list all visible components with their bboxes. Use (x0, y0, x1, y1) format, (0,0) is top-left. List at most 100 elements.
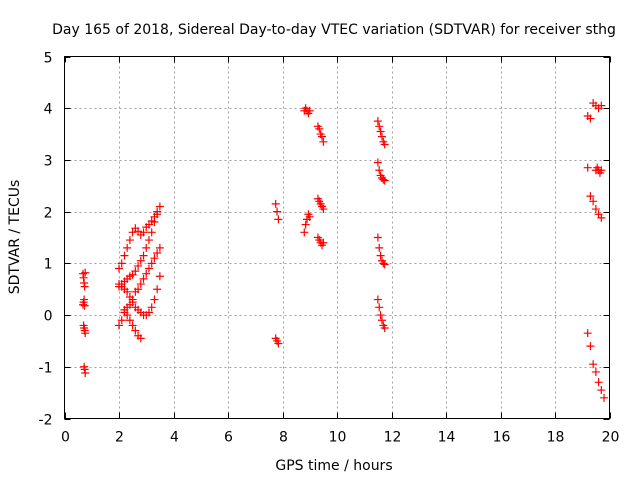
data-point (134, 285, 143, 294)
data-point (380, 260, 389, 269)
x-axis-label: GPS time / hours (275, 458, 392, 474)
data-point (274, 339, 283, 348)
data-point (589, 360, 598, 369)
series-arc-8.9b (300, 210, 314, 237)
series-arc-8.9a (300, 104, 314, 118)
data-point (80, 301, 89, 310)
data-point (150, 217, 159, 226)
data-point (591, 205, 600, 214)
data-point (131, 267, 140, 276)
y-tick-label: 0 (44, 309, 53, 325)
data-point (271, 199, 280, 208)
data-point (136, 256, 145, 265)
x-tick-label: 0 (61, 430, 70, 446)
data-point (305, 106, 314, 115)
data-point (139, 228, 148, 237)
data-point (380, 140, 389, 149)
data-point (274, 215, 283, 224)
data-point (81, 368, 90, 377)
x-tick-label: 12 (384, 430, 402, 446)
data-point (155, 272, 164, 281)
data-point (144, 308, 153, 317)
series-arc-0.7c (79, 321, 90, 338)
x-tick-label: 4 (170, 430, 179, 446)
data-point (586, 114, 595, 123)
series-arc-19.3d (583, 329, 609, 402)
data-point (380, 176, 389, 185)
data-point (131, 326, 140, 335)
data-point (115, 321, 123, 330)
data-point (125, 292, 134, 301)
series-arc-9.4c (313, 233, 328, 250)
data-points-layer (79, 99, 609, 402)
series-arc-2e (120, 305, 145, 343)
data-point (376, 251, 385, 260)
data-point (80, 282, 89, 291)
data-point (373, 295, 382, 304)
data-point (376, 311, 385, 320)
x-tick-label: 2 (115, 430, 124, 446)
x-tick-label: 18 (547, 430, 565, 446)
data-point (134, 261, 143, 270)
data-point (123, 311, 132, 320)
data-point (128, 298, 137, 307)
series-arc-0.7b (79, 295, 89, 310)
data-point (123, 243, 132, 252)
data-point (81, 268, 90, 277)
data-point (273, 207, 282, 216)
data-point (125, 236, 134, 245)
data-point (589, 197, 598, 206)
data-point (147, 303, 156, 312)
series-arc-19.3a (583, 99, 606, 123)
data-point (147, 259, 156, 268)
series-arc-19.3b (583, 163, 606, 222)
series-arc-2a (115, 202, 164, 273)
series-arc-2b (115, 210, 162, 291)
data-point (125, 316, 134, 325)
series-arc-0.7a (79, 268, 90, 291)
data-point (373, 117, 382, 126)
x-tick-label: 16 (493, 430, 511, 446)
y-tick-label: -2 (39, 413, 53, 429)
series-arc-9.4a (313, 122, 328, 146)
grid-layer (64, 56, 610, 419)
data-point (305, 212, 314, 221)
data-point (319, 205, 328, 214)
data-point (586, 192, 595, 201)
y-axis-label: SDTVAR / TECUs (7, 180, 23, 295)
data-point (155, 243, 164, 252)
data-point (586, 342, 595, 351)
y-tick-label: 4 (44, 102, 53, 118)
x-tick-label: 14 (438, 430, 456, 446)
series-arc-11.6c (373, 233, 389, 269)
data-point (155, 202, 164, 211)
data-point (144, 264, 153, 273)
data-point (120, 305, 129, 314)
data-point (150, 295, 159, 304)
data-point (300, 228, 309, 237)
data-point (139, 274, 148, 283)
data-point (377, 316, 386, 325)
data-point (81, 329, 90, 338)
series-arc-7.8a (271, 199, 283, 224)
data-point (147, 228, 156, 237)
data-point (594, 378, 603, 387)
data-point (315, 124, 324, 133)
data-point (301, 220, 310, 229)
data-point (376, 127, 385, 136)
data-point (375, 243, 384, 252)
series-arc-11.6a (373, 117, 389, 149)
data-point (117, 316, 126, 325)
data-point (583, 329, 592, 338)
data-point (120, 251, 129, 260)
series-arc-11.6d (373, 295, 389, 332)
data-point (153, 249, 162, 258)
y-tick-label: -1 (39, 361, 53, 377)
series-arc-9.4b (313, 194, 328, 214)
data-point (597, 101, 606, 110)
series-arc-19.3c (591, 163, 606, 177)
series-arc-7.8b (271, 334, 283, 348)
y-tick-label: 5 (44, 51, 53, 67)
